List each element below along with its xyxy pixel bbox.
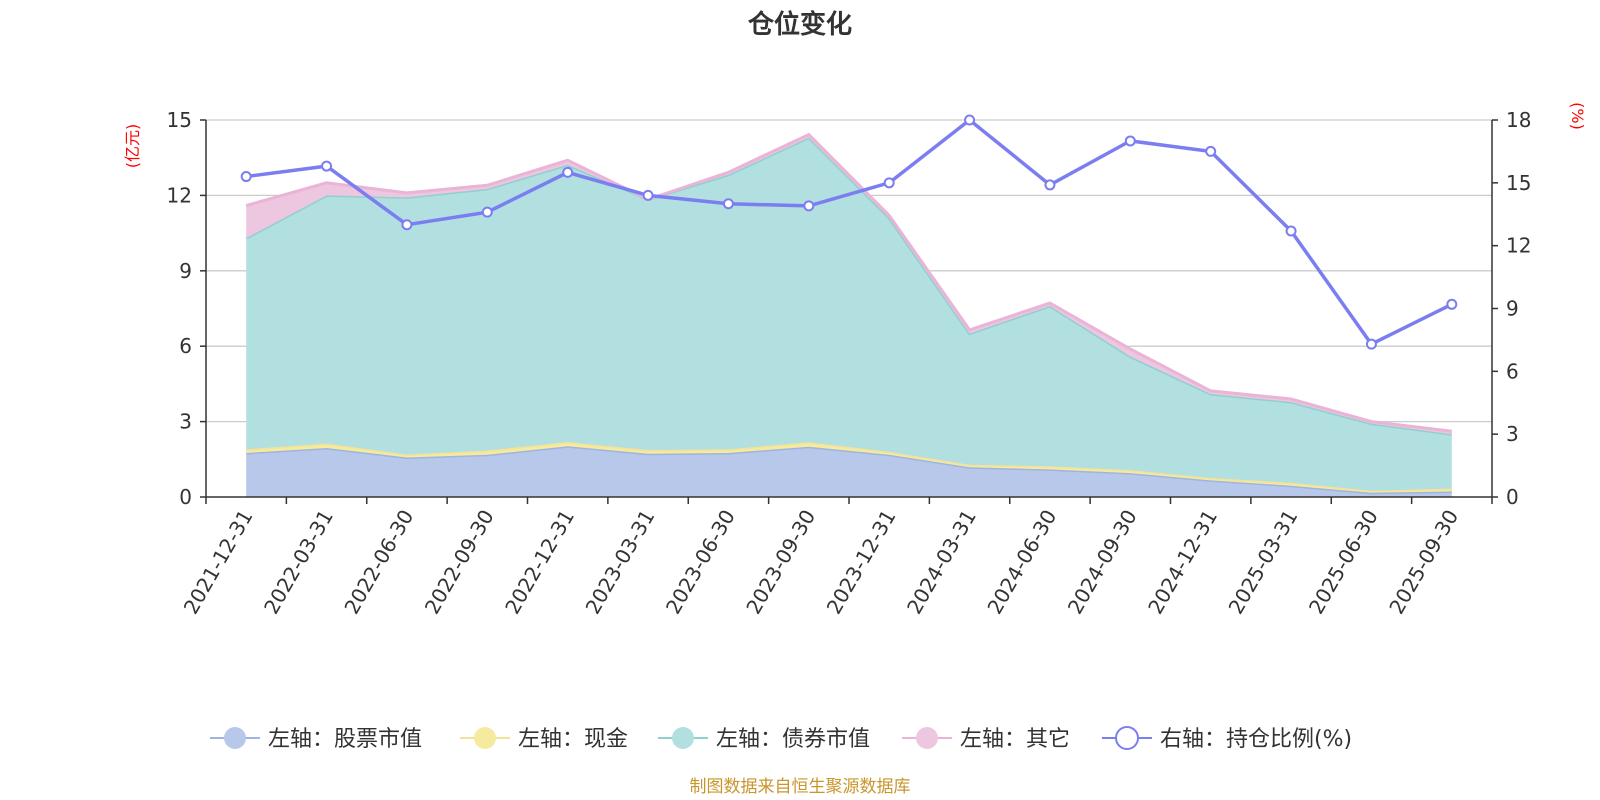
right-axis-unit: (%) <box>1568 102 1587 130</box>
x-tick-label: 2022-09-30 <box>420 506 499 619</box>
legend-label: 左轴：现金 <box>518 727 628 752</box>
line-series <box>240 114 1458 350</box>
x-tick-label: 2025-06-30 <box>1304 506 1383 619</box>
left-tick-label: 12 <box>167 183 192 207</box>
holding-ratio-point <box>883 177 895 189</box>
x-tick-label: 2023-12-31 <box>822 506 901 619</box>
left-tick-label: 9 <box>179 259 192 283</box>
holding-ratio-point <box>1124 135 1136 147</box>
legend-item: 左轴：股票市值 <box>210 727 422 752</box>
holding-ratio-point <box>240 171 252 183</box>
chart-title: 仓位变化 <box>747 9 852 40</box>
x-tick-label: 2022-12-31 <box>500 506 579 619</box>
legend-swatch-marker <box>474 727 496 749</box>
x-tick-label: 2023-06-30 <box>661 506 740 619</box>
holding-ratio-point <box>1446 298 1458 310</box>
legend-label: 左轴：债券市值 <box>716 727 870 752</box>
x-tick-label: 2024-09-30 <box>1063 506 1142 619</box>
holding-ratio-point <box>642 189 654 201</box>
holding-ratio-point <box>321 160 333 172</box>
legend-swatch-marker <box>224 727 246 749</box>
right-tick-label: 12 <box>1506 234 1531 258</box>
holding-ratio-point <box>803 200 815 212</box>
right-tick-label: 6 <box>1506 359 1519 383</box>
right-tick-label: 9 <box>1506 297 1519 321</box>
x-tick-label: 2025-09-30 <box>1384 506 1463 619</box>
left-tick-label: 3 <box>179 410 192 434</box>
legend-swatch-marker <box>916 727 938 749</box>
x-tick-label: 2025-03-31 <box>1223 506 1302 619</box>
legend-item: 左轴：其它 <box>902 727 1070 752</box>
holding-ratio-line <box>245 117 1453 347</box>
legend-item: 右轴：持仓比例(%) <box>1102 726 1352 752</box>
legend-item: 左轴：债券市值 <box>658 727 870 752</box>
holding-ratio-point <box>722 198 734 210</box>
x-tick-label: 2024-03-31 <box>902 506 981 619</box>
x-tick-label: 2023-03-31 <box>580 506 659 619</box>
holding-ratio-point <box>1285 225 1297 237</box>
area-3 <box>246 137 1452 491</box>
x-tick-label: 2022-06-30 <box>339 506 418 619</box>
area-series <box>245 132 1452 497</box>
x-tick-label: 2024-12-31 <box>1143 506 1222 619</box>
legend-item: 左轴：现金 <box>460 727 628 752</box>
right-tick-label: 18 <box>1506 108 1531 132</box>
holding-ratio-point <box>401 219 413 231</box>
legend-label: 左轴：其它 <box>960 727 1070 752</box>
area-line-4 <box>245 132 1452 433</box>
right-tick-label: 0 <box>1506 485 1519 509</box>
holding-ratio-point <box>481 206 493 218</box>
holding-ratio-point <box>1365 338 1377 350</box>
holding-ratio-point <box>964 114 976 126</box>
right-tick-label: 3 <box>1506 422 1519 446</box>
x-tick-label: 2024-06-30 <box>982 506 1061 619</box>
x-tick-label: 2023-09-30 <box>741 506 820 619</box>
legend-swatch-marker <box>1115 726 1139 750</box>
legend-label: 左轴：股票市值 <box>268 727 422 752</box>
holding-ratio-point <box>562 166 574 178</box>
source-note: 制图数据来自恒生聚源数据库 <box>690 777 911 797</box>
area-1 <box>246 446 1452 497</box>
holding-ratio-point <box>1205 145 1217 157</box>
left-tick-label: 15 <box>167 108 192 132</box>
left-tick-label: 6 <box>179 334 192 358</box>
right-tick-label: 15 <box>1506 171 1531 195</box>
legend: 左轴：股票市值 左轴：现金 左轴：债券市值 左轴：其它 右轴：持仓比例(%) <box>210 726 1352 752</box>
left-axis-unit: (亿元) <box>123 124 142 169</box>
left-tick-label: 0 <box>179 485 192 509</box>
x-tick-label: 2022-03-31 <box>259 506 338 619</box>
legend-label: 右轴：持仓比例(%) <box>1160 727 1352 752</box>
x-tick-label: 2021-12-31 <box>179 506 258 619</box>
legend-swatch-marker <box>672 727 694 749</box>
holding-ratio-point <box>1044 179 1056 191</box>
